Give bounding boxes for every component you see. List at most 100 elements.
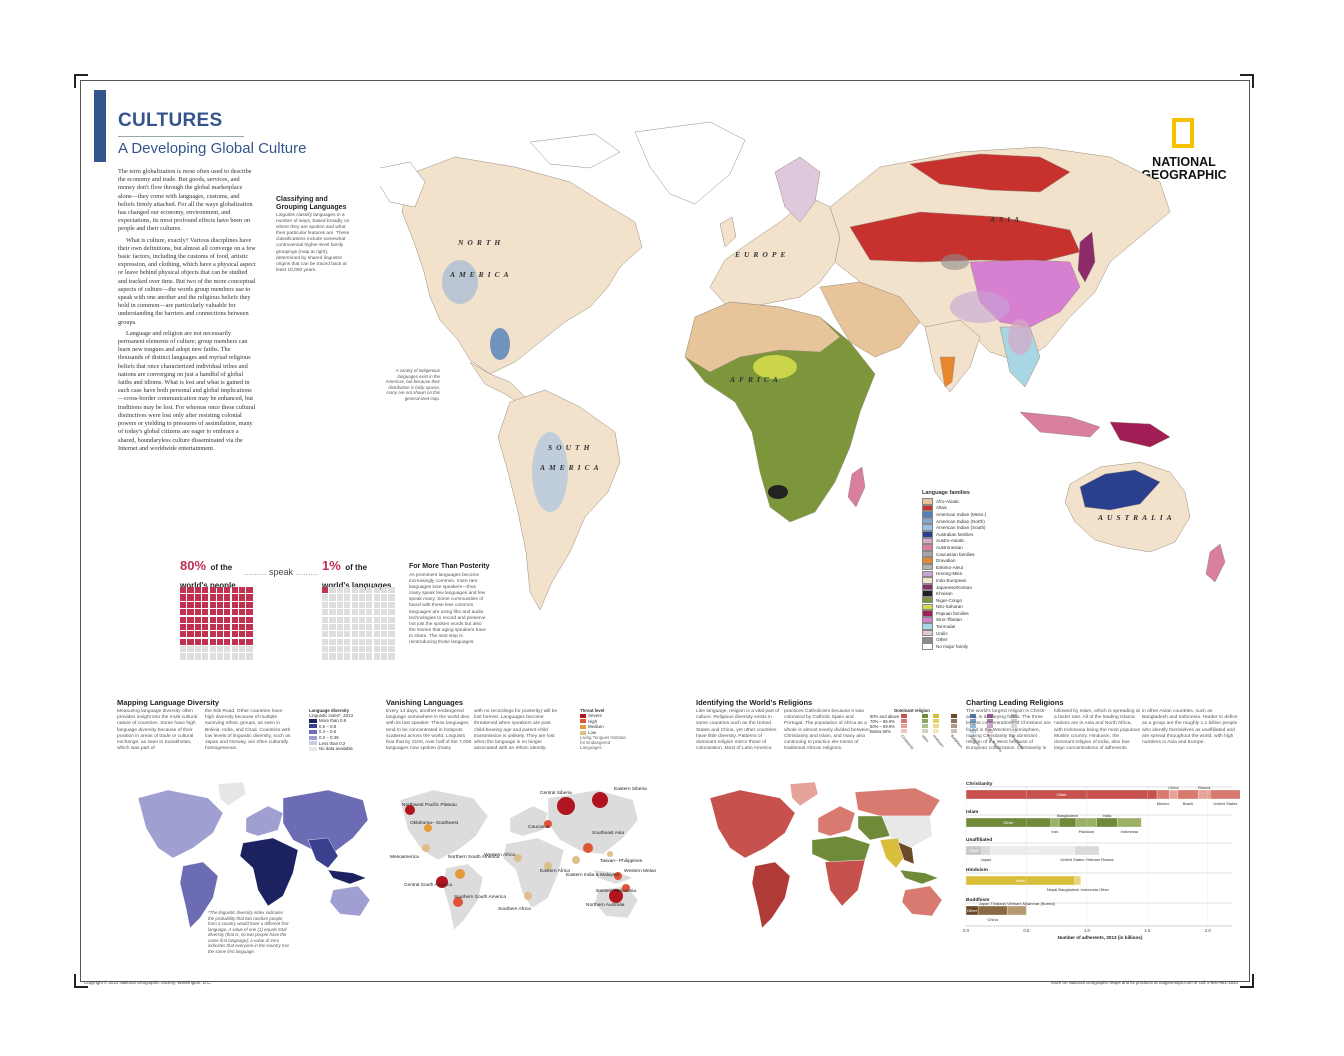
legend-swatch bbox=[922, 629, 933, 637]
north-america bbox=[401, 156, 643, 375]
waffle-cell bbox=[239, 646, 246, 653]
legend-label: Other bbox=[936, 637, 948, 643]
north-american-indian-region bbox=[442, 260, 478, 304]
language-families-legend: Language families Afro-Asiatic Altaic Amer… bbox=[922, 490, 986, 650]
waffle-cell bbox=[209, 601, 216, 608]
waffle-cell bbox=[180, 638, 187, 645]
waffle-cell bbox=[231, 653, 238, 660]
hotspot-marker bbox=[622, 884, 630, 892]
hotspot-marker bbox=[592, 792, 608, 808]
legend-label: Indo-European bbox=[936, 577, 967, 583]
waffle-cell bbox=[336, 594, 343, 601]
waffle-cell bbox=[366, 623, 373, 631]
legend-item: Indo-European bbox=[922, 577, 986, 584]
threat-legend-item: Severe bbox=[580, 713, 630, 719]
waffle-cell bbox=[246, 601, 253, 608]
bar-segment bbox=[1168, 789, 1178, 800]
waffle-cell bbox=[381, 594, 388, 601]
waffle-cell bbox=[358, 609, 366, 616]
rm-north-america bbox=[709, 789, 796, 859]
segment-label: China bbox=[1027, 848, 1038, 853]
waffle-cell bbox=[388, 601, 395, 608]
religion-legend-row: 50% – 69.9% bbox=[870, 724, 895, 729]
diversity-legend-label: No data available bbox=[319, 746, 353, 752]
waffle-cell bbox=[336, 631, 343, 638]
diversity-legend-label: More than 0.8 bbox=[319, 718, 347, 724]
x-tick-label: 1.0 bbox=[1084, 928, 1091, 933]
legend-swatch bbox=[922, 603, 933, 611]
waffle-cell bbox=[180, 609, 187, 616]
website-footer: More on National Geographic Maps and its… bbox=[1051, 980, 1238, 985]
rm-south-africa bbox=[824, 859, 866, 907]
waffle-cell bbox=[366, 646, 373, 653]
waffle-cell bbox=[180, 601, 187, 608]
waffle-cell bbox=[351, 594, 358, 601]
waffle-cell bbox=[187, 638, 194, 645]
waffle-cell bbox=[202, 638, 209, 645]
religions-map bbox=[709, 781, 943, 929]
posterity-title: For More Than Posterity bbox=[409, 563, 490, 570]
europe-label: EUROPE bbox=[734, 250, 789, 259]
waffle-cell bbox=[388, 616, 395, 623]
legend-item: Papuan families bbox=[922, 610, 986, 617]
waffle-cell bbox=[373, 609, 380, 616]
segment-label: Indonesia bbox=[1121, 829, 1139, 834]
threat-legend-label: Severe bbox=[588, 713, 602, 719]
stat-right-label: world's languages bbox=[322, 581, 392, 590]
waffle-cell bbox=[224, 594, 231, 601]
waffle-cell bbox=[209, 623, 216, 631]
legend-label: Eskimo-Aleut bbox=[936, 564, 964, 570]
waffle-cell bbox=[388, 623, 395, 631]
waffle-cell bbox=[216, 623, 224, 631]
threat-swatch bbox=[580, 724, 586, 729]
south-america-label-line1: SOUTH bbox=[548, 443, 593, 452]
diversity-section: Mapping Language Diversity Measuring lan… bbox=[117, 698, 367, 751]
nilo-saharan-region bbox=[753, 355, 797, 379]
waffle-cell bbox=[246, 616, 253, 623]
waffle-cell bbox=[358, 646, 366, 653]
indonesia bbox=[1019, 411, 1101, 438]
waffle-cell bbox=[202, 601, 209, 608]
waffle-cell bbox=[329, 646, 336, 653]
corner-mark bbox=[74, 974, 88, 988]
waffle-cell bbox=[351, 601, 358, 608]
stat-left: 80% of the world's people bbox=[180, 557, 236, 593]
classifying-text: Linguists classify languages in a number… bbox=[276, 213, 350, 273]
legend-swatch bbox=[922, 590, 933, 597]
dm-south-america bbox=[179, 861, 219, 929]
religion-swatch bbox=[986, 714, 993, 718]
waffle-cell bbox=[224, 631, 231, 638]
religion-swatch bbox=[933, 714, 940, 718]
threat-legend-label: Low bbox=[588, 730, 597, 736]
hotspot-label: Central Siberia bbox=[540, 790, 572, 796]
waffle-cell bbox=[209, 653, 216, 660]
north-america-label-line2: AMERICA bbox=[449, 270, 513, 279]
series-label: Christianity bbox=[966, 781, 993, 787]
diversity-legend-item: 0.6 – 0.8 bbox=[309, 724, 353, 730]
waffle-cell bbox=[336, 587, 343, 594]
bar-segment bbox=[1050, 817, 1060, 828]
bar-segment bbox=[977, 905, 1008, 916]
legend-item: Nilo-Saharan bbox=[922, 603, 986, 611]
people-waffle-grid bbox=[180, 587, 253, 660]
bar-segment bbox=[1116, 817, 1142, 828]
waffle-cell bbox=[373, 646, 380, 653]
legend-item: No major family bbox=[922, 643, 986, 650]
legend-item: Sino-Tibetan bbox=[922, 616, 986, 624]
waffle-cell bbox=[373, 653, 380, 660]
south-america-label-line2: AMERICA bbox=[539, 463, 603, 472]
religions-section: Identifying the World's Religions Like l… bbox=[696, 698, 1025, 753]
religion-swatch bbox=[901, 724, 908, 728]
diversity-footnote: *The linguistic diversity index indicate… bbox=[208, 910, 290, 954]
hotspot-marker bbox=[583, 843, 593, 853]
waffle-cell bbox=[246, 653, 253, 660]
legend-title: Language families bbox=[922, 490, 970, 496]
legend-item: Niger-Congo bbox=[922, 596, 986, 604]
hotspot-marker bbox=[609, 889, 623, 903]
other-region bbox=[941, 254, 969, 270]
x-tick-label: 1.5 bbox=[1144, 928, 1151, 933]
bar-segment bbox=[1058, 817, 1077, 828]
waffle-cell bbox=[388, 646, 395, 653]
legend-swatch bbox=[922, 610, 933, 617]
waffle-cell bbox=[194, 609, 201, 616]
